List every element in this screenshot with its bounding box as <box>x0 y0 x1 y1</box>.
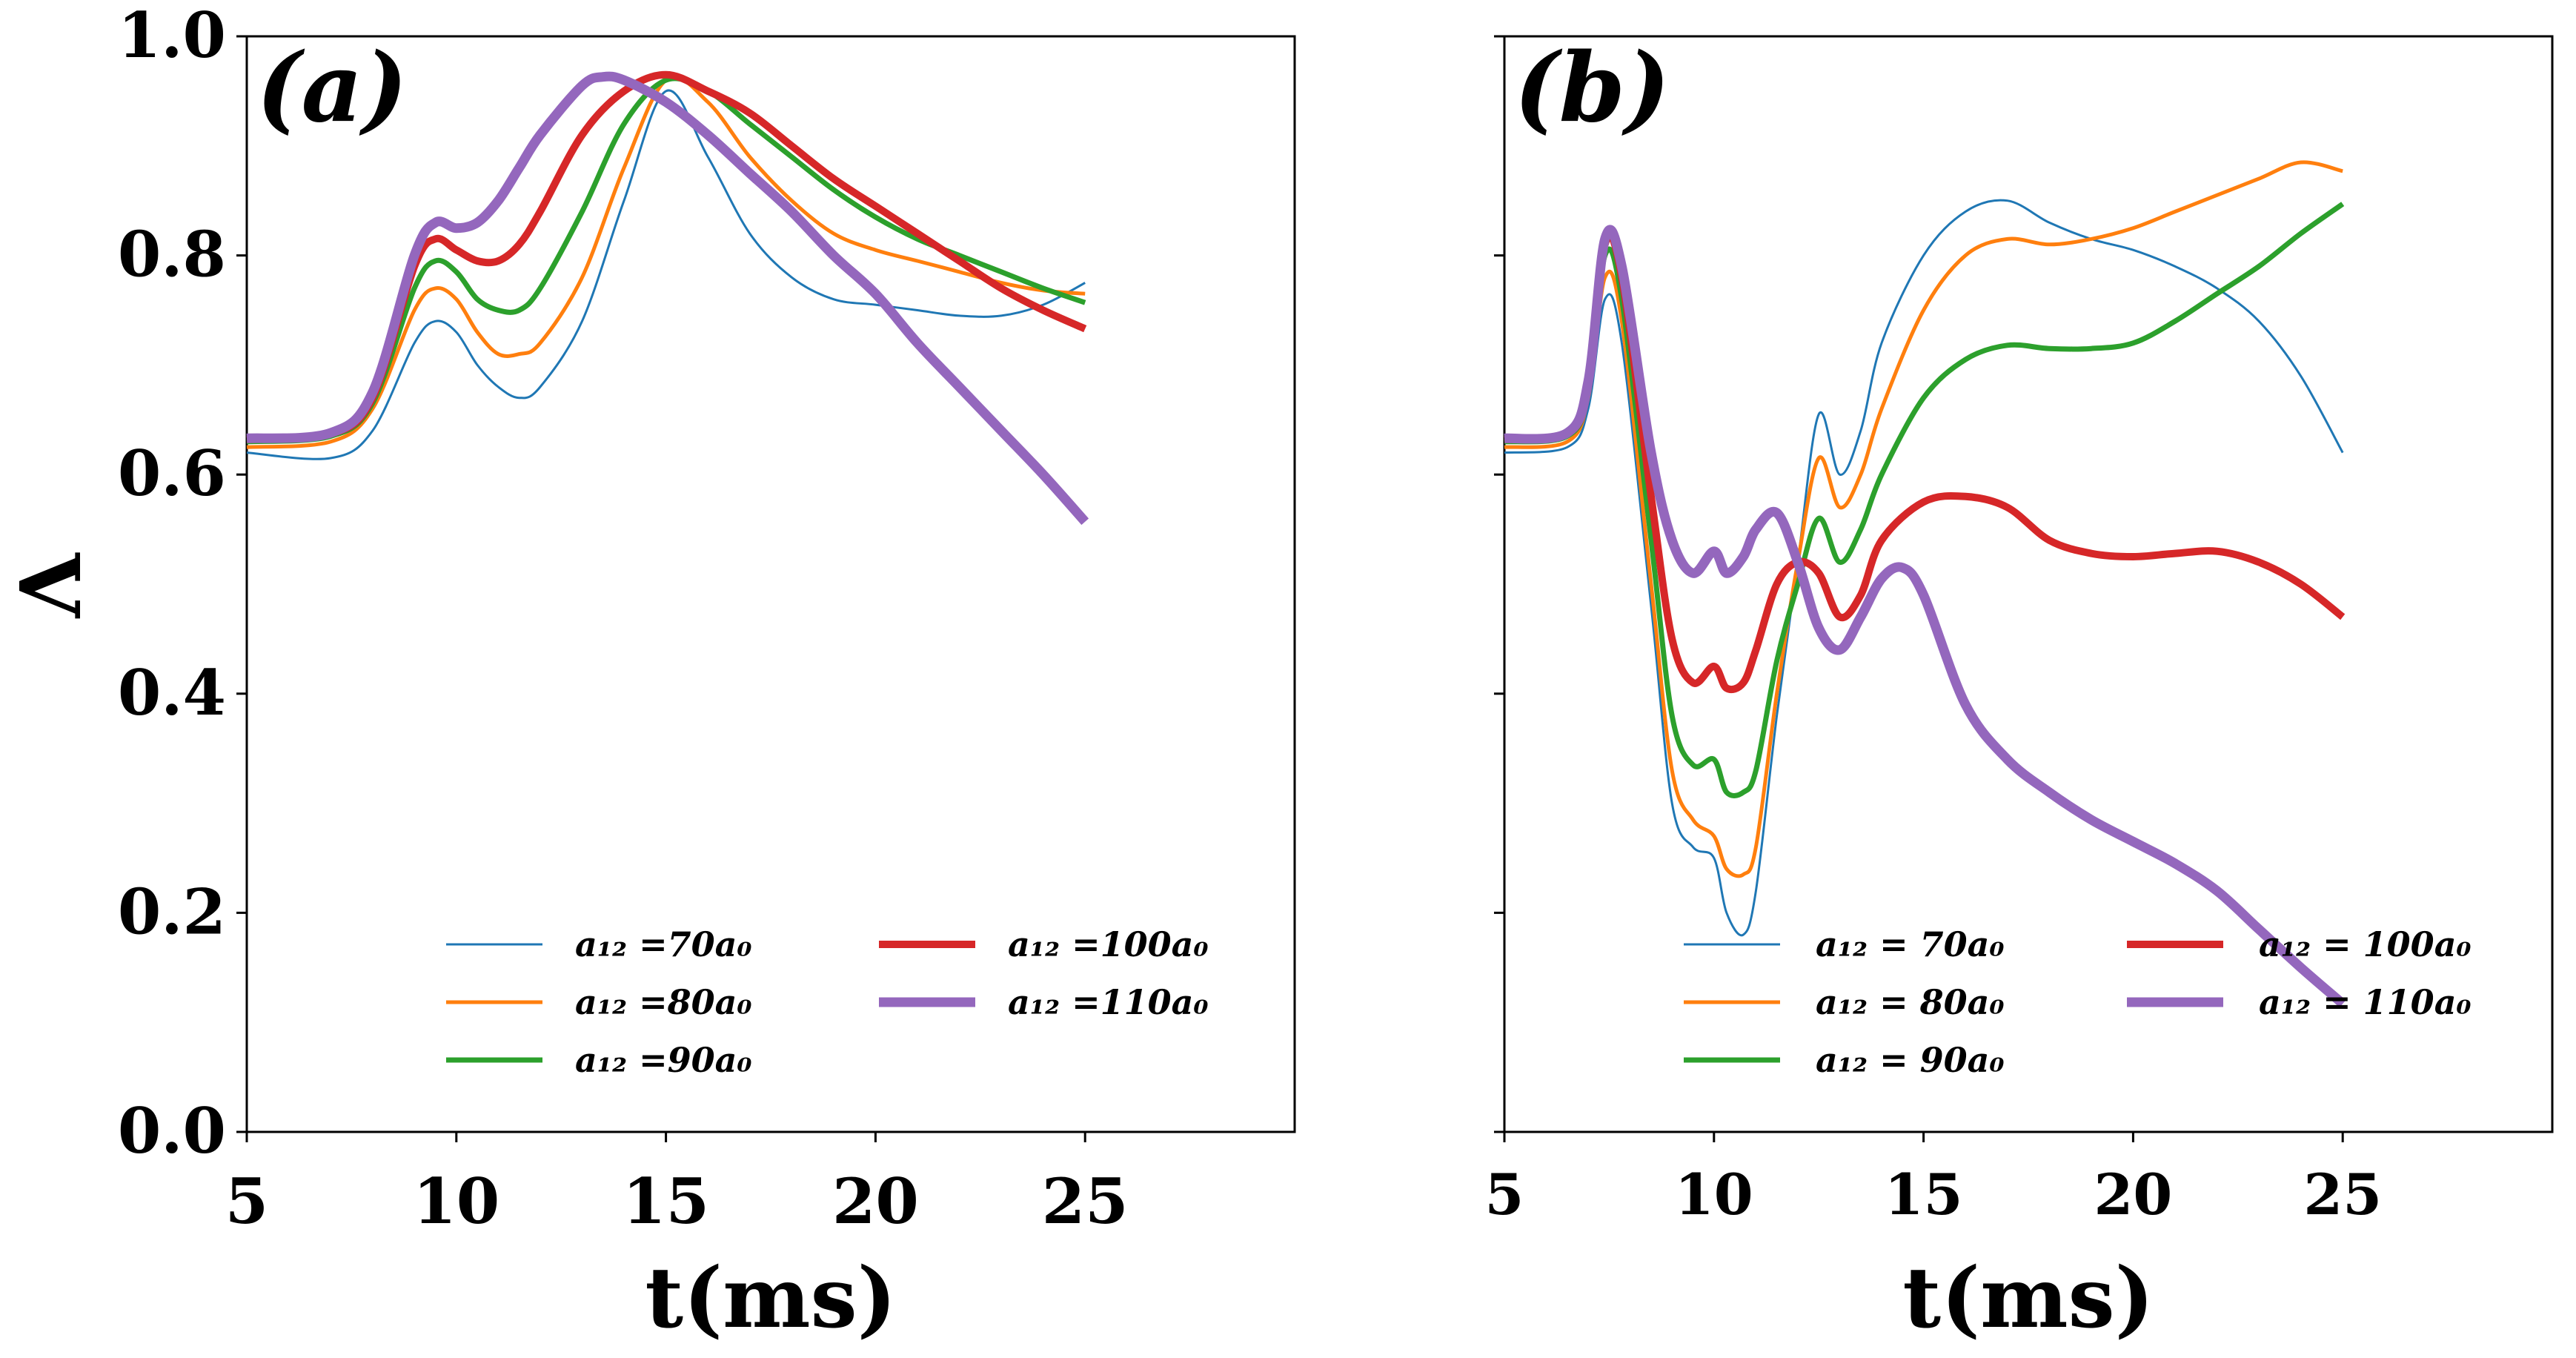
panel-b-legend-label: a₁₂ = 100a₀ <box>2259 924 2472 964</box>
panel-b-ticks: 5 10 15 20 25 <box>1485 35 2382 1228</box>
panel-b-series-line-5 <box>1504 225 2346 1007</box>
panel-a-xtick-label: 15 <box>623 1165 709 1238</box>
panel-b-legend-label: a₁₂ = 70a₀ <box>1816 924 2005 964</box>
panel-a-xtick-label: 20 <box>832 1165 919 1238</box>
panel-a-ticks: 5 10 15 20 25 0.0 0.2 0.4 0.6 0.8 1.0 <box>118 0 1129 1238</box>
panel-a-xtick-label: 25 <box>1042 1165 1129 1238</box>
panel-b-legend-label: a₁₂ = 80a₀ <box>1816 982 2005 1022</box>
panel-a-legend-label: a₁₂ =110a₀ <box>1008 982 1209 1022</box>
panel-a-ytick-label: 0.0 <box>118 1094 226 1167</box>
panel-b-xtick-label: 15 <box>1885 1162 1963 1228</box>
panel-a-frame <box>245 35 1296 1133</box>
panel-b-legend-label: a₁₂ = 110a₀ <box>2259 982 2472 1022</box>
panel-a-ytick-label: 0.2 <box>118 875 226 948</box>
panel-b-series-line-2 <box>1504 160 2343 878</box>
panel-a-series-line-2 <box>246 75 1086 449</box>
panel-b-legend: a₁₂ = 70a₀ a₁₂ = 80a₀ a₁₂ = 90a₀ a₁₂ = 100a… <box>1684 924 2472 1080</box>
panel-a-xtick-label: 5 <box>225 1165 268 1238</box>
panel-a-legend-label: a₁₂ =70a₀ <box>575 924 752 964</box>
panel-b-xtick-label: 10 <box>1675 1162 1753 1228</box>
panel-b-xlabel: t(ms) <box>1902 1250 2154 1347</box>
panel-a-label: (a) <box>256 33 408 144</box>
panel-a-xlabel: t(ms) <box>645 1250 896 1347</box>
panel-b-xtick-label: 25 <box>2303 1162 2382 1228</box>
panel-a-series <box>246 70 1089 526</box>
panel-a-ytick-label: 0.8 <box>118 218 226 291</box>
panel-b-xtick-label: 5 <box>1485 1162 1524 1228</box>
panel-a-xtick-label: 10 <box>413 1165 499 1238</box>
panel-a-legend-label: a₁₂ =100a₀ <box>1008 924 1209 964</box>
panel-b-series <box>1504 160 2346 1007</box>
panel-b-frame <box>1503 35 2554 1133</box>
panel-a-legend: a₁₂ =70a₀ a₁₂ =80a₀ a₁₂ =90a₀ a₁₂ =100a₀ a₁₂… <box>446 924 1209 1080</box>
panel-a-series-line-5 <box>246 71 1089 526</box>
panel-b-xtick-label: 20 <box>2094 1162 2173 1228</box>
panel-a-series-line-1 <box>246 89 1086 460</box>
panel-a: 5 10 15 20 25 0.0 0.2 0.4 0.6 0.8 1.0 (a) a₁₂ =70a… <box>3 0 1296 1347</box>
panel-b-label: (b) <box>1514 33 1670 144</box>
panel-b-legend-label: a₁₂ = 90a₀ <box>1816 1040 2005 1080</box>
panel-a-ylabel: Λ <box>3 552 100 618</box>
panel-a-ytick-label: 1.0 <box>118 0 226 72</box>
panel-a-legend-label: a₁₂ =90a₀ <box>575 1040 752 1080</box>
panel-a-series-line-3 <box>246 76 1086 445</box>
panel-a-ytick-label: 0.6 <box>118 437 226 510</box>
panel-a-ytick-label: 0.4 <box>118 656 226 729</box>
panel-a-legend-label: a₁₂ =80a₀ <box>575 982 752 1022</box>
